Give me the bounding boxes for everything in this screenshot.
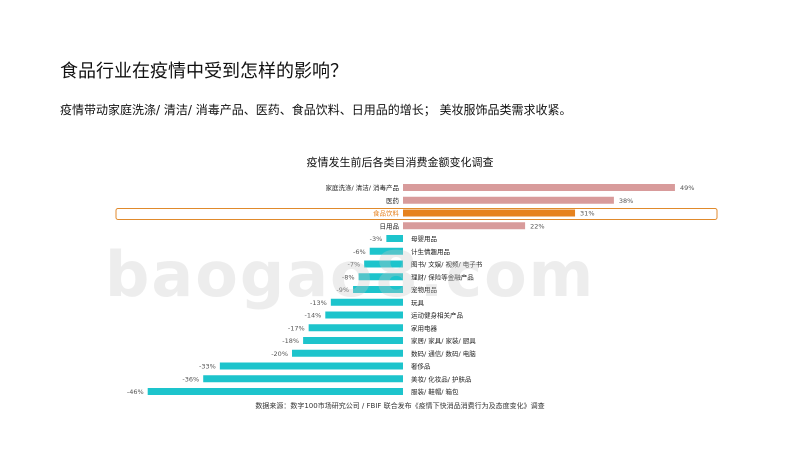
value-label: -17% (288, 324, 305, 332)
bar (386, 235, 403, 242)
value-label: -8% (342, 273, 355, 281)
category-label: 计生情趣用品 (411, 247, 450, 256)
bar (403, 209, 576, 217)
page-subtitle: 疫情带动家庭洗涤/ 清洁/ 消毒产品、医药、食品饮料、日用品的增长； 美妆服饰品… (60, 103, 572, 117)
category-label: 医药 (386, 196, 400, 205)
highlight-box (115, 208, 718, 220)
bar (147, 388, 403, 395)
category-label: 服装/ 鞋帽/ 箱包 (411, 387, 459, 396)
bar (219, 362, 403, 370)
bar (330, 298, 403, 306)
value-label: -33% (199, 363, 216, 371)
category-label: 图书/ 文娱/ 视频/ 电子书 (411, 260, 483, 269)
bar (364, 260, 403, 268)
value-label: -18% (282, 337, 299, 345)
category-label: 美妆/ 化妆品/ 护肤品 (411, 374, 472, 383)
value-label: -46% (127, 388, 144, 396)
category-label: 家居/ 家具/ 家装/ 厨具 (411, 336, 476, 345)
bar (325, 311, 403, 319)
value-label: -13% (310, 299, 327, 307)
bar (403, 184, 675, 191)
category-label: 家庭洗涤/ 清洁/ 消毒产品 (325, 183, 399, 192)
category-label: 日用品 (380, 222, 400, 230)
bar (403, 196, 614, 204)
bar (203, 375, 403, 383)
value-label: 31% (580, 210, 594, 218)
category-label: 家用电器 (411, 323, 438, 332)
bar (353, 286, 403, 293)
category-label: 母婴用品 (411, 235, 437, 243)
value-label: -6% (353, 248, 366, 256)
category-label: 玩具 (411, 299, 425, 307)
value-label: -20% (271, 350, 288, 358)
page-title: 食品行业在疫情中受到怎样的影响？ (60, 61, 348, 82)
bar (303, 337, 403, 344)
category-label: 奢侈品 (411, 362, 431, 371)
value-label: 38% (619, 197, 633, 205)
chart-title: 疫情发生前后各类目消费金额变化调查 (306, 156, 494, 169)
value-label: 49% (680, 184, 694, 192)
value-label: -3% (370, 235, 383, 243)
category-label: 食品饮料 (373, 209, 400, 218)
bar (358, 273, 403, 281)
bar (369, 247, 403, 255)
category-label: 数码/ 通信/ 数码/ 电脑 (411, 349, 476, 358)
bar (403, 222, 526, 230)
value-label: -36% (182, 375, 199, 383)
category-label: 理财/ 保险等金融产品 (411, 272, 474, 281)
category-label: 宠物用品 (411, 285, 437, 294)
category-label: 运动健身相关产品 (411, 311, 463, 320)
bar (308, 324, 403, 332)
value-label: -14% (305, 312, 322, 320)
source-note: 数据来源：数字100市场研究公司 / FBIF 联合发布《疫情下快消品消费行为及… (255, 402, 545, 410)
value-label: -7% (347, 261, 360, 269)
value-label: 22% (530, 222, 544, 230)
bar (292, 349, 403, 357)
value-label: -9% (336, 286, 349, 294)
